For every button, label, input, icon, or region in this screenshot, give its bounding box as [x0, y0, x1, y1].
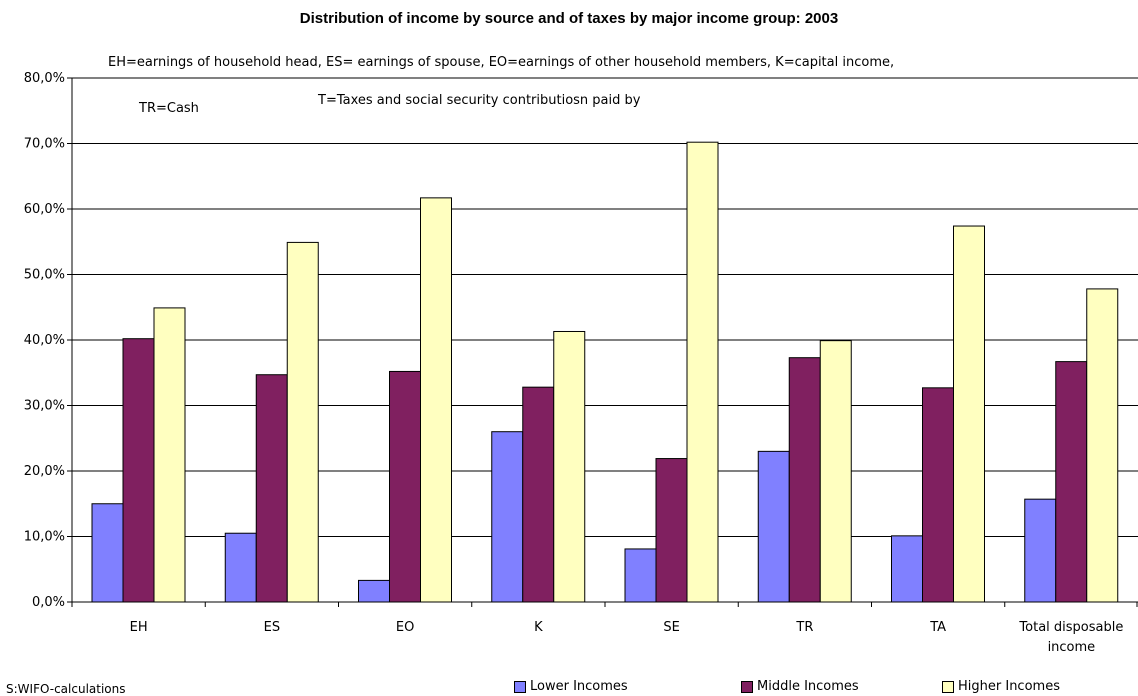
bar-lower-incomes — [624, 548, 657, 603]
source-note: S:WIFO-calculations — [6, 682, 126, 696]
y-tick-label: 10,0% — [24, 530, 65, 545]
y-tick-label: 60,0% — [24, 202, 65, 217]
bar-higher-incomes — [819, 340, 852, 603]
y-tick-label: 50,0% — [24, 268, 65, 283]
bar-lower-incomes — [891, 535, 923, 603]
bar-middle-incomes — [922, 387, 954, 603]
bar-lower-incomes — [491, 431, 524, 603]
bar-middle-incomes — [255, 374, 288, 603]
legend-item-lower: Lower Incomes — [514, 679, 628, 694]
y-tick-label: 70,0% — [24, 137, 65, 152]
legend-label-higher: Higher Incomes — [958, 679, 1060, 694]
legend-label-middle: Middle Incomes — [757, 679, 859, 694]
bar-lower-incomes — [757, 450, 790, 603]
bar-lower-incomes — [91, 503, 124, 603]
y-tick-label: 0,0% — [32, 595, 65, 610]
chart-title: Distribution of income by source and of … — [299, 10, 839, 27]
y-tick-label: 40,0% — [24, 333, 65, 348]
x-tick-label: EH — [130, 620, 148, 635]
bar-higher-incomes — [286, 241, 319, 603]
bar-higher-incomes — [686, 141, 719, 603]
x-tick-label: EO — [396, 620, 414, 635]
y-tick-label: 80,0% — [24, 71, 65, 86]
x-tick-label: Total disposable income — [1018, 620, 1123, 655]
bar-middle-incomes — [655, 458, 688, 603]
annotation-taxes: T=Taxes and social security contributios… — [318, 93, 641, 108]
legend-swatch-lower — [514, 680, 526, 693]
bar-middle-incomes — [122, 338, 155, 603]
x-tick-label: TA — [929, 620, 946, 635]
x-tick-label: ES — [264, 620, 280, 635]
bar-lower-incomes — [358, 579, 390, 603]
bar-higher-incomes — [953, 225, 985, 603]
y-tick-label: 20,0% — [24, 464, 65, 479]
x-tick-label: K — [534, 620, 543, 635]
legend-item-higher: Higher Incomes — [942, 679, 1060, 694]
legend-label-lower: Lower Incomes — [530, 679, 628, 694]
bar-higher-incomes — [420, 197, 452, 603]
x-tick-label: SE — [663, 620, 679, 635]
bar-higher-incomes — [153, 307, 186, 603]
x-tick-label: TR — [795, 620, 813, 635]
bar-middle-incomes — [389, 370, 421, 603]
bar-higher-incomes — [1086, 288, 1119, 603]
bar-lower-incomes — [224, 532, 257, 603]
bar-middle-incomes — [522, 386, 555, 603]
legend-swatch-higher — [942, 680, 954, 693]
legend-item-middle: Middle Incomes — [741, 679, 859, 694]
legend-swatch-middle — [741, 680, 753, 693]
bar-lower-incomes — [1024, 498, 1057, 603]
bar-middle-incomes — [1055, 361, 1088, 603]
y-tick-label: 30,0% — [24, 399, 65, 414]
annotation-tr: TR=Cash — [139, 101, 199, 116]
bar-higher-incomes — [553, 330, 586, 603]
annotation-abbreviations: EH=earnings of household head, ES= earni… — [108, 55, 895, 70]
bar-middle-incomes — [788, 357, 821, 603]
